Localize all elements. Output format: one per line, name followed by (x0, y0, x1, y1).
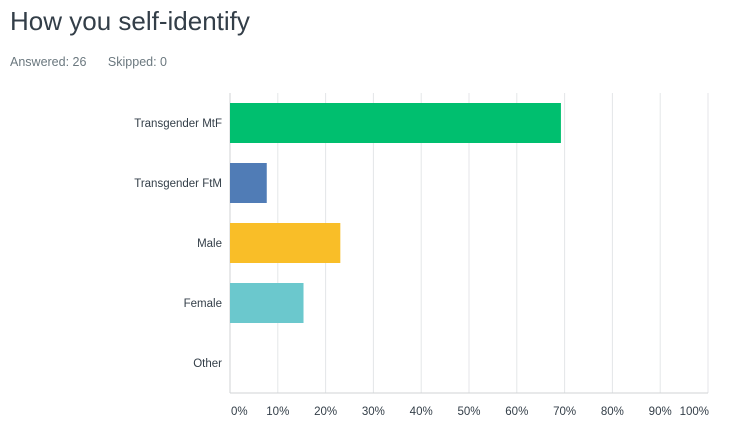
x-tick-label: 80% (601, 406, 624, 418)
bar-transgender-ftm[interactable] (230, 163, 267, 203)
x-tick-label: 20% (314, 406, 337, 418)
x-tick-label: 60% (505, 406, 528, 418)
bar-female[interactable] (230, 283, 304, 323)
bars (230, 103, 561, 323)
x-tick-label: 30% (362, 406, 385, 418)
page-title: How you self-identify (10, 6, 250, 36)
x-tick-labels: 0% 10% 20% 30% 40% 50% 60% 70% 80% 90% 100% (231, 406, 709, 418)
skipped-count: Skipped: 0 (107, 55, 167, 69)
x-tick-label: 50% (457, 406, 480, 418)
category-label: Transgender FtM (134, 178, 222, 190)
category-label: Male (197, 238, 222, 250)
bar-transgender-mtf[interactable] (230, 103, 561, 143)
response-summary: Answered: 26 Skipped: 0 (10, 55, 167, 69)
x-tick-label: 100% (680, 406, 709, 418)
bar-male[interactable] (230, 223, 341, 263)
x-tick-label: 10% (266, 406, 289, 418)
x-tick-label: 40% (410, 406, 433, 418)
answered-count: Answered: 26 (10, 55, 87, 69)
category-label: Transgender MtF (134, 118, 222, 130)
x-tick-label: 70% (553, 406, 576, 418)
category-labels: Transgender MtF Transgender FtM Male Female… (134, 118, 222, 370)
category-label: Other (193, 358, 222, 370)
x-tick-label: 90% (649, 406, 672, 418)
category-label: Female (184, 298, 222, 310)
x-tick-label: 0% (231, 406, 248, 418)
